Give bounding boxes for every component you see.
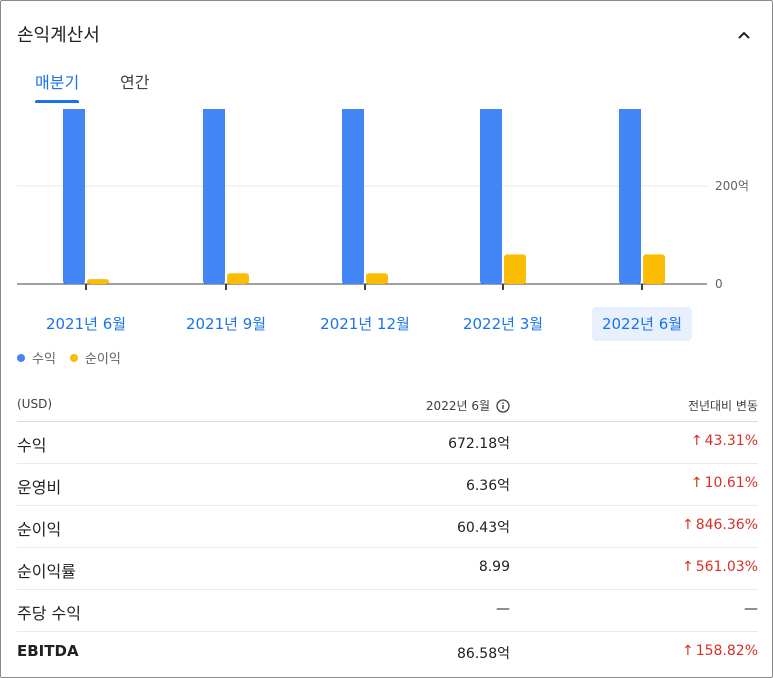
row-label: 수익: [17, 436, 47, 455]
x-tick-label[interactable]: 2021년 12월: [320, 315, 410, 333]
row-value: —: [496, 601, 510, 617]
tab-annual[interactable]: 연간: [120, 73, 150, 92]
row-change-value: 846.36%: [695, 517, 758, 533]
row-value-number: 8.99: [478, 559, 510, 575]
table-row: EBITDA 86.58억 ↑ 158.82%: [17, 632, 758, 674]
row-change: ↑ 10.61%: [691, 475, 758, 491]
legend-item-net-income: 순이익: [69, 348, 121, 367]
card-title: 손익계산서: [17, 25, 100, 46]
row-value-number: 60.43: [457, 520, 498, 536]
row-value: 86.58억: [457, 643, 510, 663]
row-change: —: [742, 601, 758, 617]
bar-revenue[interactable]: [203, 109, 225, 284]
row-change-value: 43.31%: [704, 433, 758, 449]
row-change: ↑ 561.03%: [682, 559, 758, 575]
row-value: 60.43억: [457, 517, 510, 537]
row-value-unit: 억: [497, 436, 510, 452]
arrow-up-icon: ↑: [681, 559, 694, 575]
row-value-unit: 억: [497, 646, 510, 662]
arrow-up-icon: ↑: [681, 643, 694, 659]
row-value-number: 86.58: [457, 646, 498, 662]
table-row: 주당 수익 — —: [17, 590, 758, 632]
x-tick-label[interactable]: 2021년 9월: [185, 315, 267, 333]
bar-net-income[interactable]: [366, 273, 388, 284]
change-header: 전년대비 변동: [687, 399, 758, 413]
row-label: 운영비: [17, 478, 62, 497]
x-tick-label[interactable]: 2021년 6월: [45, 315, 127, 333]
table-row: 순이익 60.43억 ↑ 846.36%: [17, 506, 758, 548]
table-row: 운영비 6.36억 ↑ 10.61%: [17, 464, 758, 506]
legend-label-net-income: 순이익: [84, 352, 121, 367]
row-label: 주당 수익: [17, 604, 81, 623]
x-tick-label[interactable]: 2022년 6월: [592, 307, 692, 341]
row-value-unit: 억: [497, 478, 510, 494]
arrow-up-icon: ↑: [690, 475, 703, 491]
period-header: 2022년 6월: [426, 397, 510, 414]
row-value: 672.18억: [448, 433, 510, 453]
legend-label-revenue: 수익: [32, 352, 56, 367]
arrow-up-icon: ↑: [681, 517, 694, 533]
collapse-button[interactable]: [732, 23, 756, 47]
legend-item-revenue: 수익: [17, 348, 56, 367]
chevron-up-icon: [738, 31, 750, 39]
bar-net-income[interactable]: [227, 273, 249, 284]
row-change-value: 561.03%: [695, 559, 758, 575]
legend-dot-net-income: [69, 353, 78, 362]
row-label: 순이익률: [17, 562, 76, 581]
bar-revenue[interactable]: [480, 109, 502, 284]
chart-legend: 수익 순이익: [17, 348, 135, 367]
currency-label: (USD): [17, 397, 53, 411]
bar-chart: 0200억400억600억: [17, 109, 749, 291]
table-body: 수익 672.18억 ↑ 43.31% 운영비 6.36억 ↑ 10.61% 순이익 60.43억…: [17, 422, 758, 674]
financial-table: (USD) 2022년 6월 전년대비 변동 수익 672.18억 ↑ 43.31% 운…: [17, 387, 758, 674]
row-value-number: 6.36: [465, 478, 498, 494]
row-change: ↑ 158.82%: [682, 643, 758, 659]
row-change-value: —: [744, 601, 758, 617]
legend-dot-revenue: [17, 353, 25, 362]
row-change: ↑ 43.31%: [691, 433, 758, 449]
row-label: 순이익: [17, 520, 62, 539]
period-header-label: 2022년 6월: [425, 399, 490, 413]
row-value: 6.36억: [466, 475, 510, 495]
y-tick-label: 0: [715, 277, 723, 291]
x-tick-label[interactable]: 2022년 3월: [462, 315, 544, 333]
bar-net-income[interactable]: [87, 279, 109, 284]
y-tick-label: 200억: [715, 179, 749, 193]
row-label: EBITDA: [17, 642, 79, 660]
row-change-value: 10.61%: [704, 475, 758, 491]
row-change: ↑ 846.36%: [682, 517, 758, 533]
bar-net-income[interactable]: [504, 254, 526, 284]
row-value-unit: 억: [497, 520, 510, 536]
table-header: (USD) 2022년 6월 전년대비 변동: [17, 387, 758, 422]
row-value-number: 672.18: [448, 436, 498, 452]
tab-quarterly[interactable]: 매분기: [35, 71, 80, 103]
row-value-number: —: [496, 601, 510, 617]
info-icon[interactable]: [496, 398, 510, 413]
row-value: 8.99: [479, 559, 510, 575]
row-change-value: 158.82%: [695, 643, 758, 659]
table-row: 순이익률 8.99 ↑ 561.03%: [17, 548, 758, 590]
bar-net-income[interactable]: [643, 254, 665, 284]
arrow-up-icon: ↑: [690, 433, 703, 449]
bar-revenue[interactable]: [342, 109, 364, 284]
bar-revenue[interactable]: [63, 109, 85, 284]
table-row: 수익 672.18억 ↑ 43.31%: [17, 422, 758, 464]
bar-revenue[interactable]: [619, 109, 641, 284]
